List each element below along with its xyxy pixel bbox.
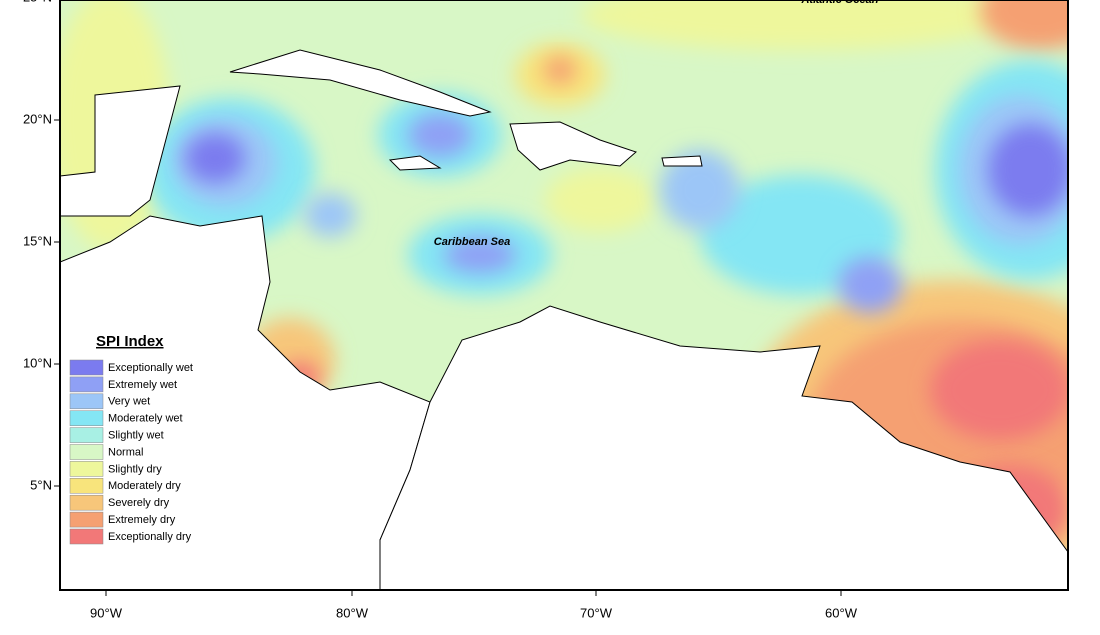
place-labels: Atlantic Ocean Caribbean Sea (434, 0, 879, 248)
cuba (229, 49, 492, 117)
yucatan (60, 85, 181, 217)
spi-blob (304, 193, 356, 237)
spi-blob (185, 133, 245, 183)
legend-swatch (69, 461, 104, 477)
spi-blob (660, 150, 740, 230)
legend-swatch (69, 528, 104, 545)
lat-label: 10°N (23, 355, 52, 370)
legend-label: Slightly dry (108, 463, 162, 475)
place-label: Caribbean Sea (434, 236, 510, 248)
legend-title: SPI Index (96, 333, 164, 350)
spi-blob (838, 257, 902, 313)
place-label: Atlantic Ocean (800, 0, 878, 6)
land (60, 49, 1068, 590)
legend-label: Slightly wet (108, 430, 164, 442)
lon-label: 90°W (90, 605, 123, 620)
spi-blob (444, 237, 516, 273)
legend-swatch (69, 494, 104, 511)
legend-label: Extremely dry (108, 514, 176, 526)
legend-swatch (69, 376, 104, 393)
legend-label: Normal (108, 446, 143, 458)
spi-blob (544, 56, 576, 84)
legend-label: Moderately dry (108, 480, 181, 492)
spi-blob (930, 340, 1068, 440)
legend-label: Extremely wet (108, 379, 177, 391)
legend-label: Exceptionally wet (108, 362, 193, 374)
lon-label: 70°W (580, 605, 613, 620)
spi-blob (988, 124, 1068, 216)
lat-label: 25°N (23, 0, 52, 4)
legend-label: Very wet (108, 396, 150, 408)
legend-swatch (69, 410, 104, 426)
lat-label: 20°N (23, 111, 52, 126)
spi-blob (580, 0, 1020, 50)
axes: 25°N 20°N 15°N 10°N 5°N 90°W 80°W 70°W 60°W (23, 0, 858, 620)
map-frame (59, 0, 1069, 591)
spi-blob (545, 168, 655, 232)
legend-swatch (69, 393, 104, 410)
legend-label: Severely dry (108, 497, 170, 509)
legend-swatch (69, 444, 104, 460)
spi-blob (408, 113, 472, 157)
legend-swatch (69, 427, 104, 443)
lon-label: 80°W (336, 605, 369, 620)
puerto-rico (661, 155, 703, 167)
legend-swatch (69, 359, 104, 376)
lat-label: 15°N (23, 233, 52, 248)
legend-swatch (69, 511, 104, 528)
south-america (379, 305, 1068, 590)
spi-blob (980, 0, 1068, 50)
legend: SPI Index Exceptionally wet Extremely wet V… (69, 333, 193, 545)
legend-label: Exceptionally dry (108, 531, 192, 543)
legend-swatch (69, 478, 104, 494)
lat-label: 5°N (30, 477, 52, 492)
jamaica (388, 155, 442, 171)
lon-label: 60°W (825, 605, 858, 620)
hispaniola (509, 121, 637, 171)
legend-label: Moderately wet (108, 413, 183, 425)
